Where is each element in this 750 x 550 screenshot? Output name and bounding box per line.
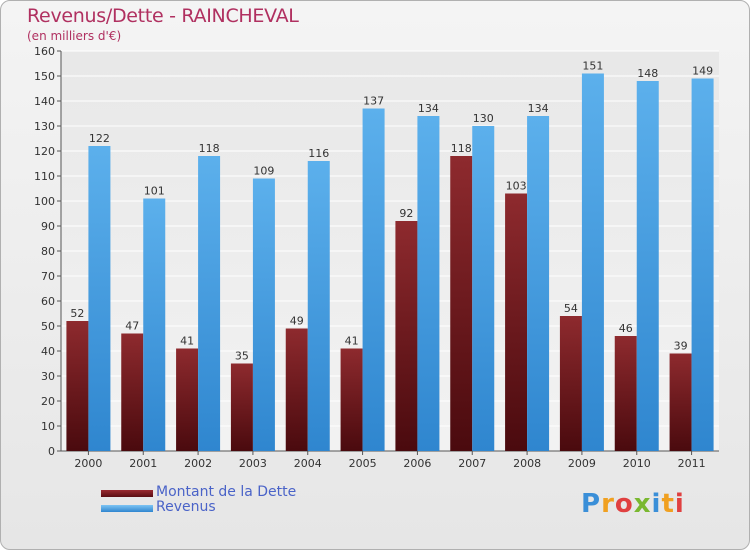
- y-tick-label: 120: [34, 145, 55, 158]
- data-label-debt: 35: [235, 350, 249, 363]
- bar-revenue: [636, 81, 659, 451]
- bar-debt: [669, 353, 692, 451]
- x-tick-label: 2011: [678, 457, 706, 470]
- y-tick-label: 150: [34, 70, 55, 83]
- legend-label-revenue: Revenus: [156, 499, 216, 515]
- bar-debt: [285, 328, 308, 451]
- bar-debt: [395, 221, 418, 451]
- data-label-revenue: 149: [692, 65, 713, 78]
- data-label-debt: 39: [674, 340, 688, 353]
- bar-revenue: [198, 156, 221, 451]
- x-tick-label: 2001: [129, 457, 157, 470]
- proxiti-logo: Proxiti: [581, 489, 685, 519]
- data-label-revenue: 130: [473, 112, 494, 125]
- logo-letter: r: [601, 489, 615, 519]
- y-tick-label: 40: [41, 345, 55, 358]
- y-tick-label: 100: [34, 195, 55, 208]
- legend-label-debt: Montant de la Dette: [156, 484, 297, 500]
- data-label-debt: 49: [290, 315, 304, 328]
- bar-revenue: [143, 198, 166, 451]
- y-tick-label: 160: [34, 45, 55, 58]
- y-tick-label: 0: [48, 445, 55, 458]
- logo-letter: x: [633, 489, 652, 519]
- x-tick-label: 2005: [349, 457, 377, 470]
- x-tick-label: 2002: [184, 457, 212, 470]
- y-tick-label: 50: [41, 320, 55, 333]
- bar-debt: [121, 333, 144, 451]
- logo-letter: i: [651, 489, 662, 519]
- data-label-revenue: 122: [89, 132, 110, 145]
- bar-revenue: [362, 108, 385, 451]
- data-label-debt: 41: [180, 335, 194, 348]
- logo-letter: o: [614, 489, 634, 519]
- y-tick-label: 20: [41, 395, 55, 408]
- data-label-revenue: 116: [308, 147, 329, 160]
- data-label-debt: 52: [70, 307, 84, 320]
- data-label-revenue: 134: [418, 102, 439, 115]
- logo-letter: P: [581, 489, 602, 519]
- x-tick-label: 2004: [294, 457, 322, 470]
- bar-debt: [230, 363, 253, 451]
- data-label-revenue: 148: [637, 67, 658, 80]
- bar-revenue: [88, 146, 111, 451]
- bar-revenue: [472, 126, 495, 451]
- bar-revenue: [527, 116, 550, 451]
- bar-debt: [340, 348, 363, 451]
- x-tick-label: 2006: [403, 457, 431, 470]
- data-label-debt: 54: [564, 302, 578, 315]
- data-label-revenue: 101: [144, 185, 165, 198]
- x-tick-label: 2010: [623, 457, 651, 470]
- y-tick-label: 140: [34, 95, 55, 108]
- x-tick-label: 2008: [513, 457, 541, 470]
- y-tick-label: 90: [41, 220, 55, 233]
- bar-debt: [559, 316, 582, 451]
- chart-subtitle: (en milliers d'€): [27, 29, 122, 43]
- data-label-debt: 41: [345, 335, 359, 348]
- data-label-revenue: 134: [528, 102, 549, 115]
- x-tick-label: 2000: [74, 457, 102, 470]
- y-tick-label: 80: [41, 245, 55, 258]
- y-tick-label: 30: [41, 370, 55, 383]
- x-tick-label: 2009: [568, 457, 596, 470]
- data-label-revenue: 151: [582, 60, 603, 73]
- data-label-debt: 47: [125, 320, 139, 333]
- logo-letter: i: [674, 489, 685, 519]
- data-label-debt: 118: [451, 142, 472, 155]
- x-tick-label: 2007: [458, 457, 486, 470]
- y-tick-label: 130: [34, 120, 55, 133]
- data-label-revenue: 137: [363, 95, 384, 108]
- legend-swatch-debt: [101, 490, 153, 497]
- bar-debt: [505, 193, 528, 451]
- bar-debt: [66, 321, 89, 451]
- bar-revenue: [252, 178, 275, 451]
- bar-revenue: [581, 73, 604, 451]
- y-tick-label: 110: [34, 170, 55, 183]
- data-label-debt: 103: [506, 180, 527, 193]
- data-label-revenue: 109: [253, 165, 274, 178]
- bar-revenue: [307, 161, 330, 451]
- bar-debt: [614, 336, 637, 451]
- chart-title: Revenus/Dette - RAINCHEVAL: [27, 5, 299, 27]
- bar-revenue: [417, 116, 440, 451]
- x-tick-label: 2003: [239, 457, 267, 470]
- y-tick-label: 10: [41, 420, 55, 433]
- bar-debt: [176, 348, 199, 451]
- bar-revenue: [691, 78, 714, 451]
- data-label-debt: 92: [399, 207, 413, 220]
- logo-letter: t: [661, 489, 675, 519]
- bar-debt: [450, 156, 473, 451]
- y-tick-label: 70: [41, 270, 55, 283]
- y-tick-label: 60: [41, 295, 55, 308]
- data-label-revenue: 118: [199, 142, 220, 155]
- data-label-debt: 46: [619, 322, 633, 335]
- legend-swatch-revenue: [101, 505, 153, 512]
